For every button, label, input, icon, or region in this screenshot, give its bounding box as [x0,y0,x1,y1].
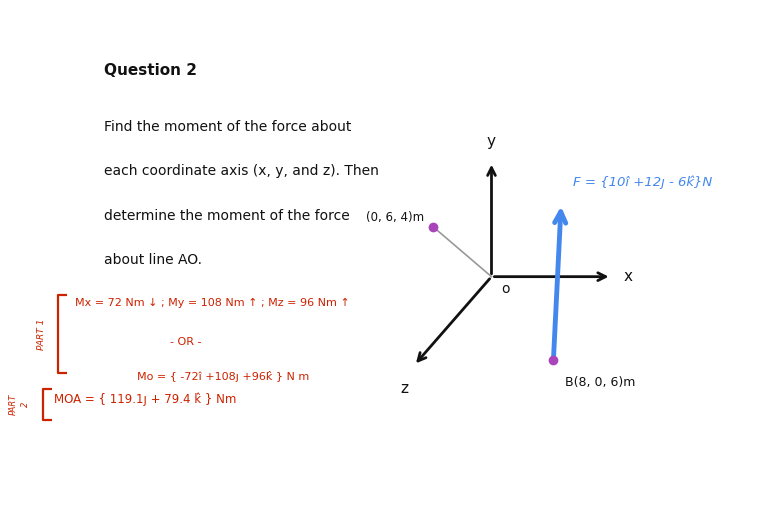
Text: PART 1: PART 1 [36,318,46,350]
Text: x: x [623,269,632,284]
Text: each coordinate axis (x, y, and z). Then: each coordinate axis (x, y, and z). Then [104,164,379,179]
Text: o: o [501,282,509,296]
Text: y: y [487,134,496,149]
Text: Find the moment of the force about: Find the moment of the force about [104,120,352,134]
Text: Mo = { -72î +108ȷ +96k̂ } N m: Mo = { -72î +108ȷ +96k̂ } N m [137,371,310,382]
Text: about line AO.: about line AO. [104,253,203,267]
Text: determine the moment of the force: determine the moment of the force [104,209,351,223]
Text: Mx = 72 Nm ↓ ; My = 108 Nm ↑ ; Mz = 96 Nm ↑: Mx = 72 Nm ↓ ; My = 108 Nm ↑ ; Mz = 96 N… [75,298,350,307]
Text: Question 2: Question 2 [104,63,197,78]
Text: z: z [401,381,409,396]
Text: F = {10î +12ȷ - 6k̂}N: F = {10î +12ȷ - 6k̂}N [573,176,712,189]
Text: 2: 2 [21,402,30,407]
Text: - OR -: - OR - [170,337,202,347]
Text: MOA = { 119.1ȷ + 79.4 k̂ } Nm: MOA = { 119.1ȷ + 79.4 k̂ } Nm [54,393,237,406]
Text: B(8, 0, 6)m: B(8, 0, 6)m [565,376,635,389]
Text: PART: PART [9,394,18,415]
Text: (0, 6, 4)m: (0, 6, 4)m [366,211,424,224]
